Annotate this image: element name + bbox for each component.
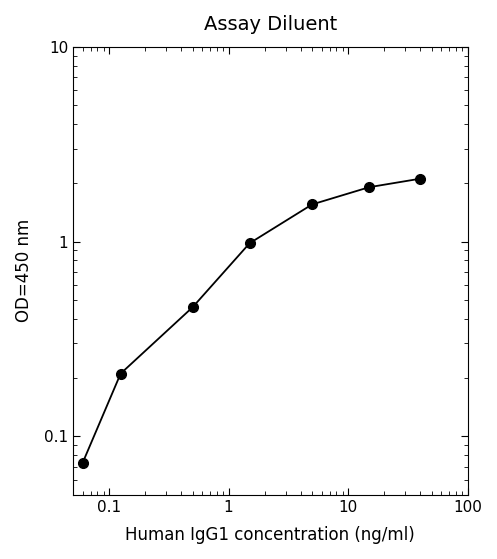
X-axis label: Human IgG1 concentration (ng/ml): Human IgG1 concentration (ng/ml) [125, 526, 415, 544]
Y-axis label: OD=450 nm: OD=450 nm [15, 219, 33, 323]
Title: Assay Diluent: Assay Diluent [204, 15, 337, 34]
